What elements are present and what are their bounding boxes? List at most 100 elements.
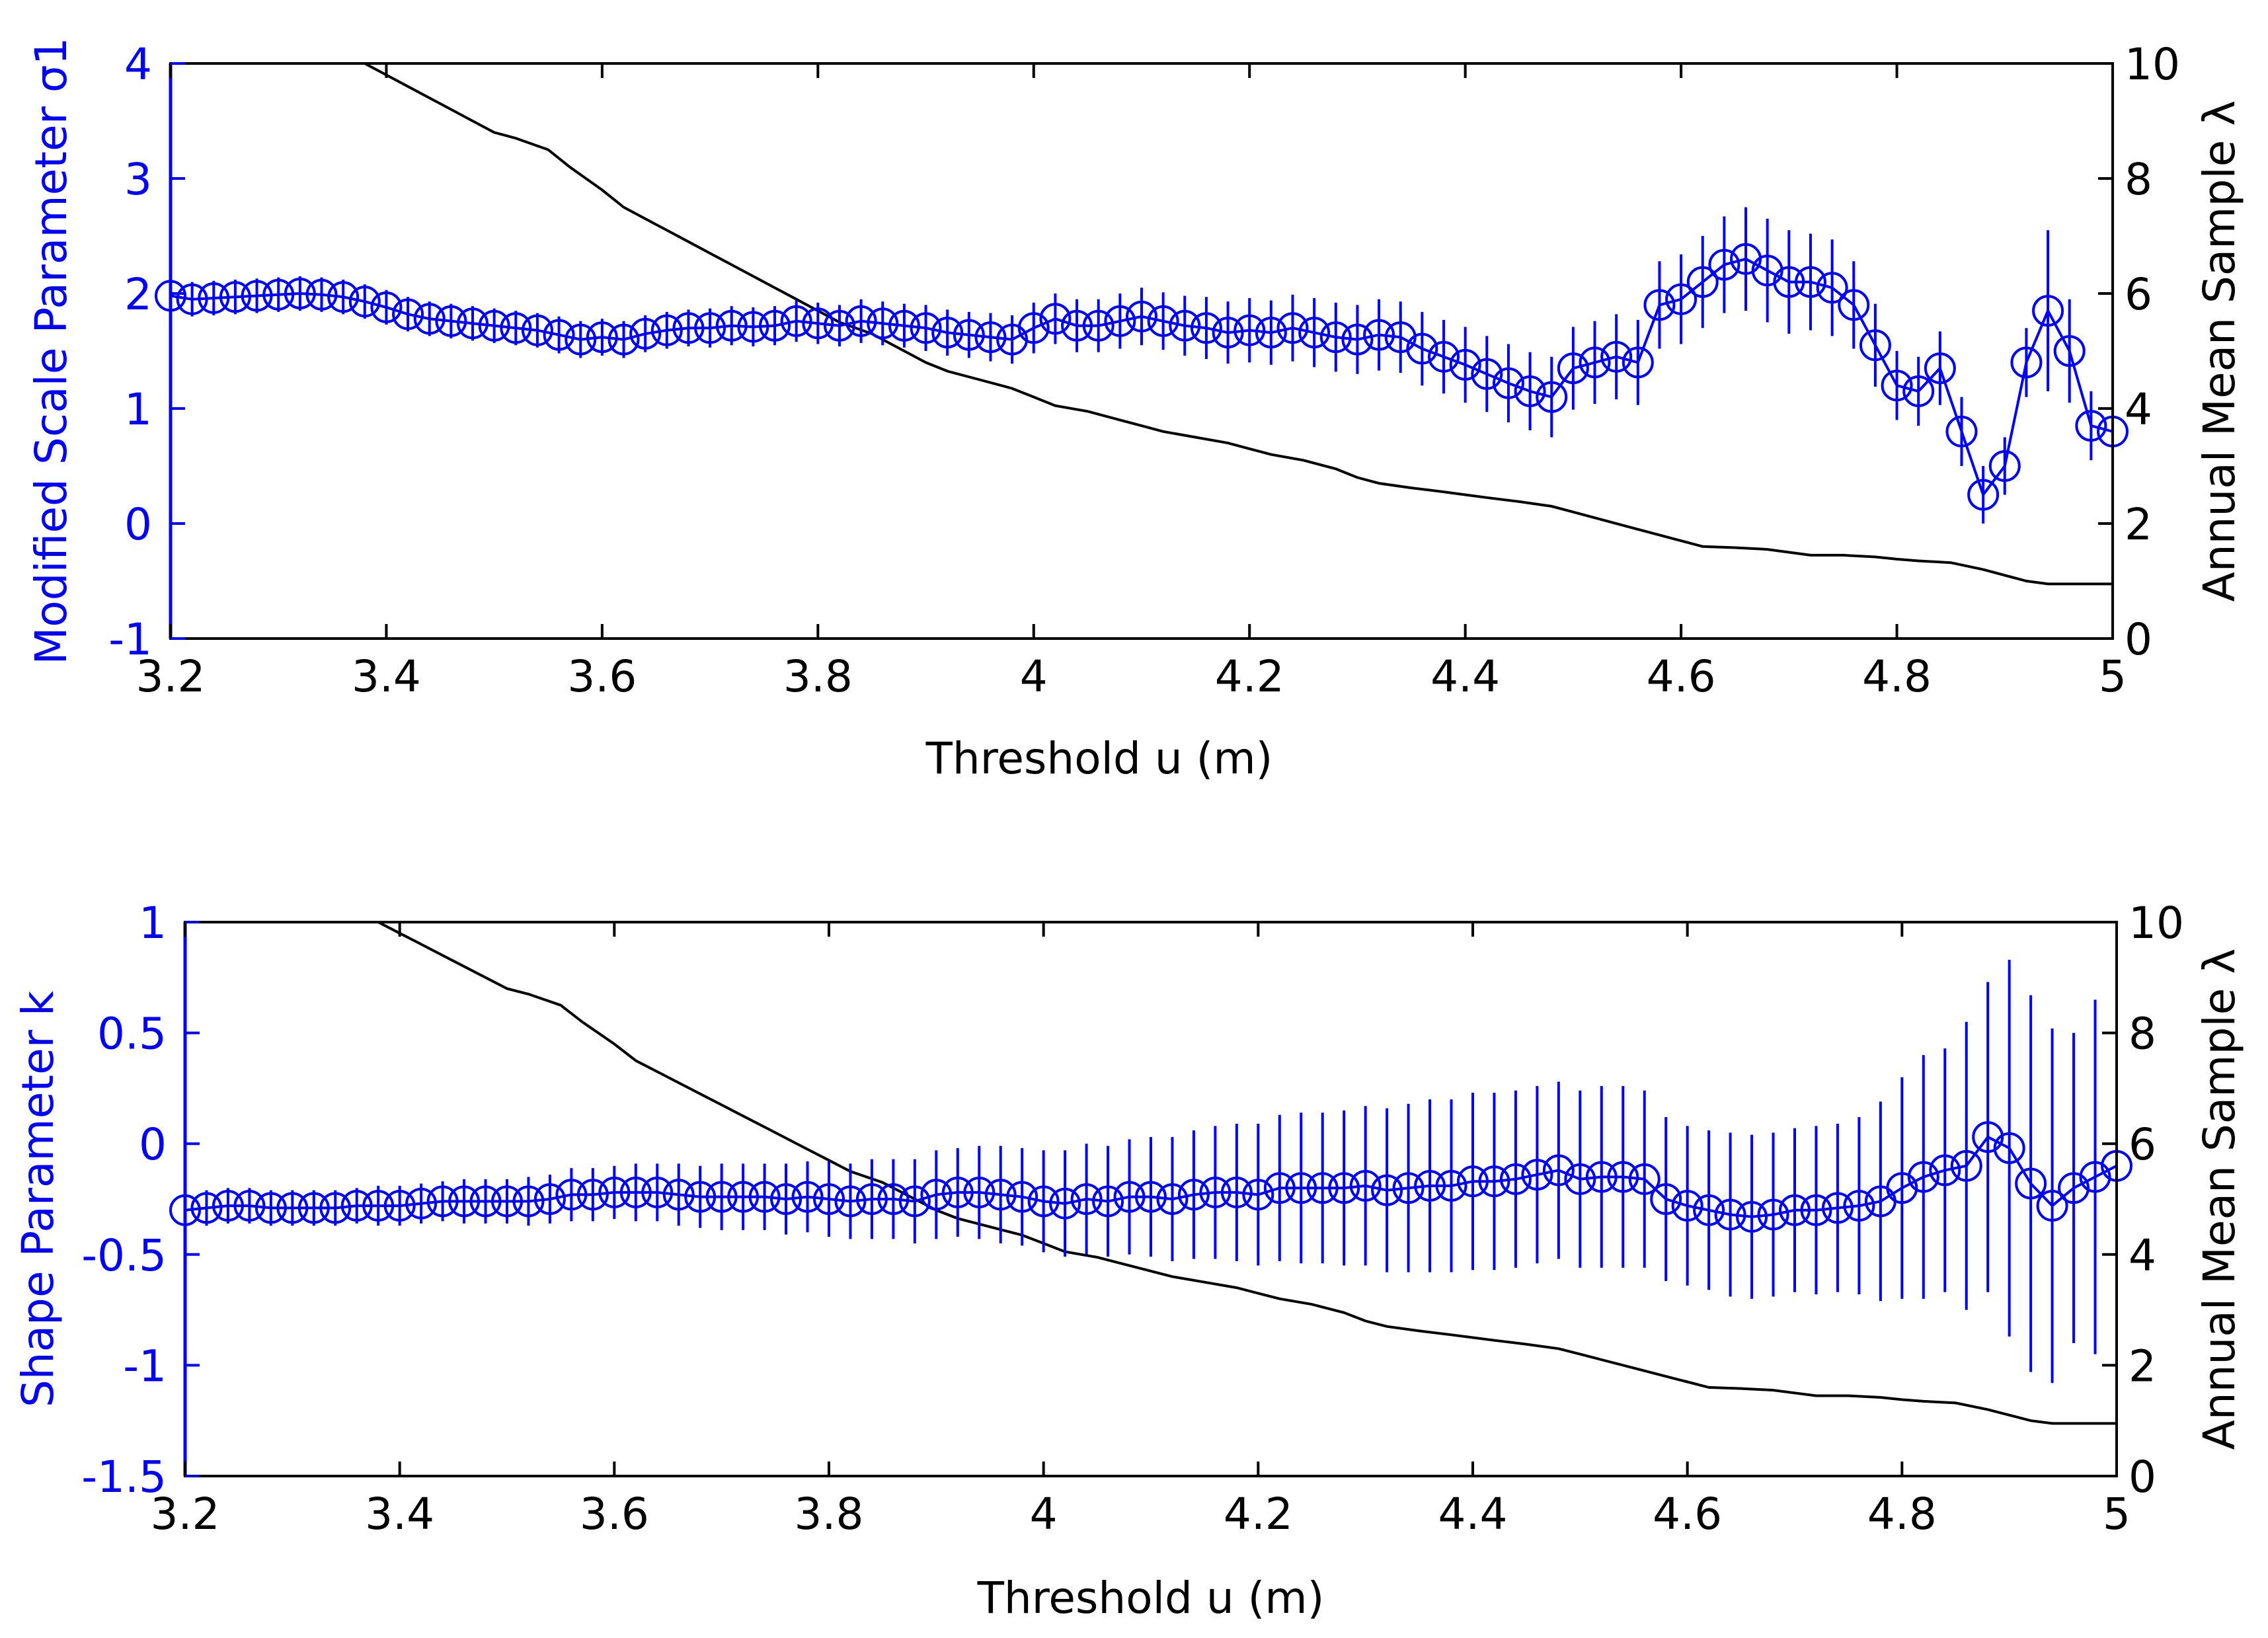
y-left-tick-label: 1 xyxy=(124,384,152,435)
y-left-tick-label: -1 xyxy=(108,614,152,665)
data-point-marker xyxy=(1838,289,1870,321)
y-left-tick-label: 1 xyxy=(139,898,167,949)
data-point-marker xyxy=(1082,309,1114,342)
data-point-marker xyxy=(650,314,683,346)
data-point-marker xyxy=(910,312,942,344)
data-point-marker xyxy=(543,319,575,351)
data-point-marker xyxy=(619,1176,652,1208)
data-point-marker xyxy=(413,303,446,335)
data-point-marker xyxy=(1428,340,1460,373)
data-point-marker xyxy=(2015,1167,2047,1200)
x-tick-label: 3.8 xyxy=(795,1489,864,1540)
data-point-marker xyxy=(241,280,273,312)
data-point-marker xyxy=(813,1183,845,1215)
data-point-marker xyxy=(2036,1190,2068,1222)
data-point-marker xyxy=(1406,332,1438,365)
data-point-marker xyxy=(662,1179,695,1211)
data-point-marker xyxy=(834,1185,867,1218)
data-point-marker xyxy=(1306,1172,1339,1204)
data-point-marker xyxy=(1092,1185,1124,1218)
data-point-marker xyxy=(383,1190,416,1222)
data-point-marker xyxy=(1557,352,1589,385)
x-tick-label: 3.6 xyxy=(580,1489,649,1540)
data-point-marker xyxy=(759,309,791,342)
data-point-marker xyxy=(715,309,748,342)
data-point-marker xyxy=(448,1185,481,1218)
x-tick-label: 3.8 xyxy=(783,651,853,702)
y-left-tick-label: 2 xyxy=(124,269,152,320)
data-point-marker xyxy=(780,305,812,337)
data-point-marker xyxy=(1017,312,1050,344)
y-right-tick-label: 2 xyxy=(2129,1341,2156,1391)
data-point-marker xyxy=(1579,346,1611,379)
y-left-tick-label: -1 xyxy=(123,1341,167,1391)
data-point-marker xyxy=(370,291,403,323)
y-right-tick-label: 4 xyxy=(2125,384,2152,435)
data-point-marker xyxy=(2079,1161,2111,1193)
data-point-marker xyxy=(362,1190,395,1222)
data-point-marker xyxy=(1902,375,1935,407)
data-point-marker xyxy=(1924,352,1956,385)
data-point-marker xyxy=(1233,314,1266,346)
data-point-marker xyxy=(1039,303,1072,335)
data-point-marker xyxy=(1156,1183,1189,1215)
data-point-marker xyxy=(1104,305,1136,337)
data-point-marker xyxy=(748,1181,781,1213)
data-point-marker xyxy=(888,309,920,342)
data-point-marker xyxy=(1492,367,1524,399)
x-tick-label: 4.8 xyxy=(1867,1489,1937,1540)
data-point-marker xyxy=(2075,410,2107,442)
data-point-marker xyxy=(305,278,338,311)
data-point-marker xyxy=(705,1181,738,1213)
y-left-tick-label: 3 xyxy=(124,154,152,205)
annual-mean-sample-line xyxy=(377,921,2117,1425)
shape-parameter-panel: 3.2 3.4 3.6 3.8 4 4.2 4.4 4.6 4.8 5 -1.5 -1 -0.5 0 0.5… xyxy=(13,898,2245,1623)
x-tick-label: 4.6 xyxy=(1653,1489,1722,1540)
y-left-tick-label: 0.5 xyxy=(97,1009,167,1060)
data-point-marker xyxy=(1988,450,2021,482)
data-point-marker xyxy=(254,1192,287,1224)
shape-parameter-marks xyxy=(169,921,2132,1425)
data-point-marker xyxy=(533,1183,566,1215)
data-point-marker xyxy=(176,283,208,315)
y-right-tick-label: 0 xyxy=(2125,614,2152,665)
data-point-marker xyxy=(802,307,834,340)
scale-parameter-panel: 3.2 3.4 3.6 3.8 4 4.2 4.4 4.6 4.8 5 -1 0 1 2 3 4 0 2 4 6 8 10… xyxy=(26,37,2245,784)
data-point-marker xyxy=(1263,1172,1296,1204)
data-point-marker xyxy=(1471,358,1503,390)
data-point-marker xyxy=(1821,1192,1854,1224)
y-left-tick-label: -1.5 xyxy=(81,1452,167,1502)
data-point-marker xyxy=(931,317,964,349)
data-point-marker xyxy=(1392,1172,1425,1204)
data-point-marker xyxy=(262,278,295,311)
data-point-marker xyxy=(1449,348,1481,381)
data-point-marker xyxy=(823,309,855,342)
data-point-marker xyxy=(770,1183,802,1215)
y-right-tick-label: 6 xyxy=(2125,269,2152,320)
data-point-marker xyxy=(974,321,1007,354)
x-tick-label: 4.2 xyxy=(1215,651,1284,702)
data-point-marker xyxy=(1147,305,1179,337)
data-point-marker xyxy=(1693,1194,1725,1226)
y-right-tick-label: 10 xyxy=(2129,898,2184,949)
y-right-tick-label: 8 xyxy=(2125,154,2152,205)
data-point-marker xyxy=(1564,1163,1596,1195)
data-point-marker xyxy=(1276,312,1309,344)
data-point-marker xyxy=(1049,1187,1081,1220)
x-tick-label: 3.2 xyxy=(151,1489,220,1540)
axis-ticks: 3.2 3.4 3.6 3.8 4 4.2 4.4 4.6 4.8 5 -1 0 1 2 3 4 0 2 4 6 8 10 xyxy=(108,39,2180,702)
data-point-marker xyxy=(737,311,769,343)
x-tick-label: 4 xyxy=(1020,651,1048,702)
data-point-marker xyxy=(2058,1172,2090,1204)
data-point-marker xyxy=(1600,340,1633,373)
data-point-marker xyxy=(1800,1194,1832,1226)
data-point-marker xyxy=(1536,381,1568,413)
data-point-marker xyxy=(576,1179,609,1211)
data-point-marker xyxy=(1177,1179,1210,1211)
data-point-marker xyxy=(1027,1185,1060,1218)
data-point-marker xyxy=(565,323,597,356)
x-tick-label: 4.4 xyxy=(1438,1489,1508,1540)
y-right-tick-label: 2 xyxy=(2125,499,2152,550)
data-point-marker xyxy=(1414,1169,1446,1202)
